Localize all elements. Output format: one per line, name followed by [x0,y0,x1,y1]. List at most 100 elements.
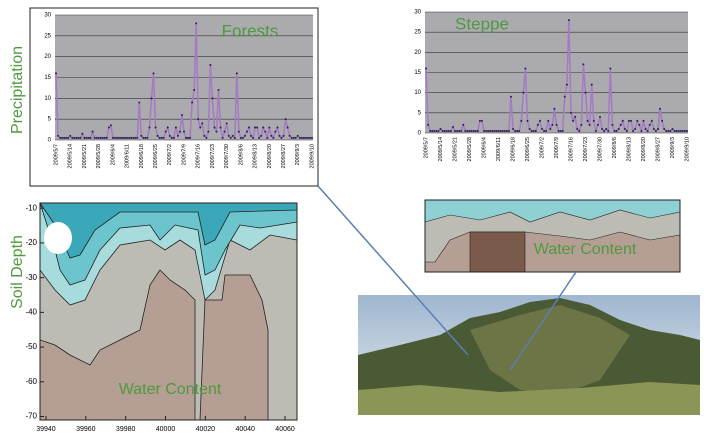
data-point [560,130,562,132]
data-point [613,130,615,132]
data-point [118,137,120,139]
data-point [234,137,236,139]
data-point [128,137,130,139]
data-point [582,63,584,65]
data-point [485,130,487,132]
data-point [630,120,632,122]
data-point [454,130,456,132]
data-point [122,137,124,139]
data-point [155,127,157,129]
data-point [303,137,305,139]
contour-blank [44,222,72,254]
data-point [638,124,640,126]
x-tick-label: 40000 [156,426,176,433]
x-tick-label: 2009/7/16 [196,144,202,168]
data-point [547,120,549,122]
data-point [142,137,144,139]
data-point [510,96,512,98]
data-point [120,137,122,139]
y-tick-label: -40 [25,307,37,316]
data-point [603,130,605,132]
data-point [663,128,665,130]
x-tick-label: 2009/5/14 [68,144,74,168]
data-point [508,130,510,132]
data-point [589,124,591,126]
y-tick-label: -60 [25,377,37,386]
x-tick-label: 2009/6/25 [525,137,531,161]
x-tick-label: 40060 [275,426,295,433]
y-tick-label: -30 [25,273,37,282]
x-tick-label: 2009/7/2 [167,144,173,165]
data-point [442,130,444,132]
data-point [479,120,481,122]
data-point [491,130,493,132]
data-point [216,131,218,133]
data-point [440,128,442,130]
data-point [518,130,520,132]
data-point [148,127,150,129]
data-point [678,130,680,132]
data-point [642,120,644,122]
data-point [260,135,262,137]
y-tick-label: 20 [414,50,421,56]
x-tick-label: 2009/9/10 [309,144,315,168]
data-point [514,130,516,132]
data-point [136,137,138,139]
data-point [153,72,155,74]
data-point [124,137,126,139]
data-point [493,130,495,132]
data-point [203,135,205,137]
data-point [618,128,620,130]
x-tick-label: 40020 [196,426,216,433]
data-point [462,124,464,126]
data-point [655,130,657,132]
data-point [533,130,535,132]
data-point [634,128,636,130]
x-tick-label: 2009/7/16 [568,137,574,161]
data-point [506,130,508,132]
data-point [278,135,280,137]
data-point [301,137,303,139]
data-point [682,130,684,132]
x-tick-label: 2009/5/28 [467,137,473,161]
x-tick-label: 2009/7/9 [554,137,560,158]
data-point [187,137,189,139]
chart-title: Steppe [455,14,509,33]
data-point [211,97,213,99]
data-point [146,137,148,139]
data-point [433,130,435,132]
data-point [169,135,171,137]
data-point [183,131,185,133]
data-point [256,127,258,129]
data-point [495,130,497,132]
data-point [114,137,116,139]
y-tick-label: 25 [44,33,51,39]
x-tick-label: 2009/6/4 [110,144,116,165]
data-point [437,130,439,132]
data-point [609,67,611,69]
data-point [283,135,285,137]
data-point [270,135,272,137]
data-point [268,127,270,129]
data-point [59,137,61,139]
data-point [466,130,468,132]
data-point [429,130,431,132]
x-tick-label: 2009/7/30 [224,144,230,168]
x-tick-label: 2009/8/13 [626,137,632,161]
data-point [649,124,651,126]
data-point [94,137,96,139]
data-point [680,130,682,132]
data-point [483,130,485,132]
data-point [553,108,555,110]
data-point [177,135,179,137]
data-point [587,120,589,122]
data-point [473,130,475,132]
data-point [266,137,268,139]
data-point [159,137,161,139]
data-point [626,130,628,132]
data-point [230,137,232,139]
x-tick-label: 2009/8/27 [655,137,661,161]
data-point [102,137,104,139]
data-point [498,130,500,132]
y-tick-label: 30 [44,13,51,19]
